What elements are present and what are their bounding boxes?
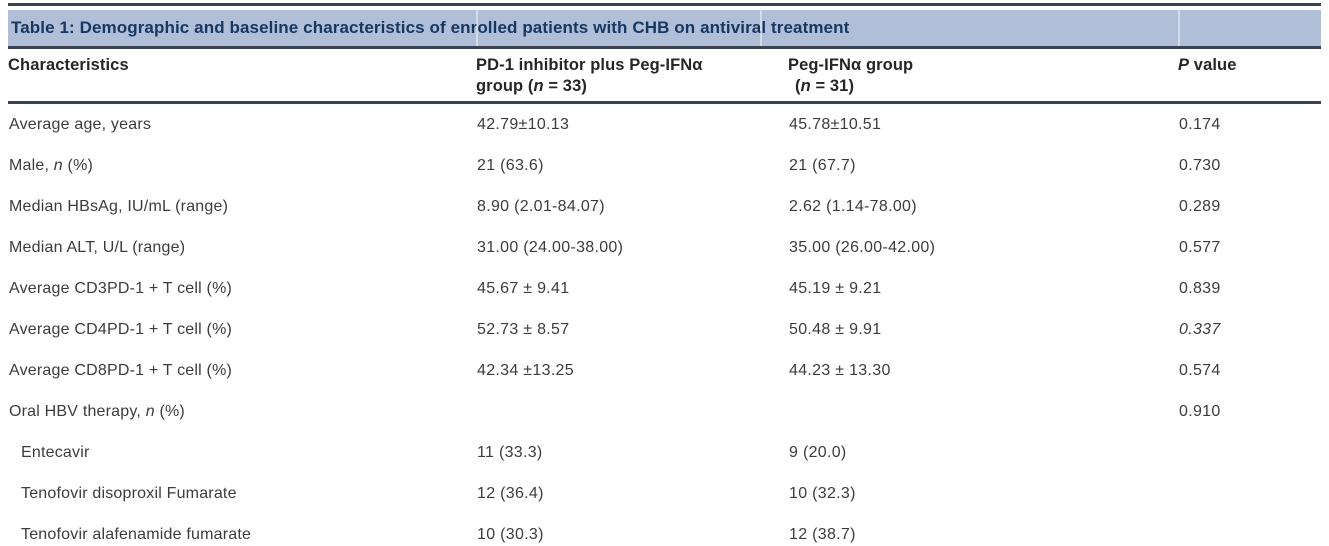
table-body: Average age, years 42.79±10.13 45.78±10.51… xyxy=(8,103,1321,546)
header-group2-line2: (n = 31) xyxy=(795,77,855,95)
row-value-p xyxy=(1178,432,1321,473)
column-seam xyxy=(1178,10,1180,46)
row-value-p: 0.574 xyxy=(1179,361,1221,379)
row-value-group1: 42.79±10.13 xyxy=(477,115,570,133)
row-label: Average CD3PD-1 + T cell (%) xyxy=(9,279,233,297)
row-value-group1: 10 (30.3) xyxy=(477,525,544,543)
row-label: Median ALT, U/L (range) xyxy=(9,238,186,256)
row-value-group2: 2.62 (1.14-78.00) xyxy=(789,197,917,215)
row-label: Average CD8PD-1 + T cell (%) xyxy=(9,361,233,379)
row-value-group2: 10 (32.3) xyxy=(789,484,856,502)
row-label: Entecavir xyxy=(21,443,90,461)
header-group1: PD-1 inhibitor plus Peg-IFNα group (n = … xyxy=(476,49,788,104)
title-bottom-rule xyxy=(8,46,1321,49)
column-seam xyxy=(476,10,478,46)
row-value-group2: 35.00 (26.00-42.00) xyxy=(789,238,936,256)
row-value-group2: 44.23 ± 13.30 xyxy=(789,361,891,379)
table-container: Table 1: Demographic and baseline charac… xyxy=(8,3,1321,546)
row-value-group1: 21 (63.6) xyxy=(477,156,544,174)
table-row: Median HBsAg, IU/mL (range) 8.90 (2.01-84… xyxy=(8,186,1321,227)
row-label: Male, n (%) xyxy=(9,156,94,174)
row-value-group1: 12 (36.4) xyxy=(477,484,544,502)
row-value-group1 xyxy=(476,391,788,432)
row-value-group2: 45.78±10.51 xyxy=(789,115,882,133)
row-value-group2: 12 (38.7) xyxy=(789,525,856,543)
row-value-group2 xyxy=(788,391,1178,432)
header-characteristics: Characteristics xyxy=(8,49,476,104)
row-value-p: 0.730 xyxy=(1179,156,1221,174)
table-row: Oral HBV therapy, n (%) 0.910 xyxy=(8,391,1321,432)
row-value-group1: 11 (33.3) xyxy=(477,443,543,461)
row-value-group1: 42.34 ±13.25 xyxy=(477,361,574,379)
table-row: Average CD8PD-1 + T cell (%) 42.34 ±13.25… xyxy=(8,350,1321,391)
characteristics-table: Characteristics PD-1 inhibitor plus Peg-… xyxy=(8,49,1321,546)
row-value-group2: 45.19 ± 9.21 xyxy=(789,279,882,297)
table-title-band: Table 1: Demographic and baseline charac… xyxy=(8,10,1321,46)
table-title: Table 1: Demographic and baseline charac… xyxy=(11,18,850,37)
row-value-group1: 45.67 ± 9.41 xyxy=(477,279,570,297)
header-group1-line1: PD-1 inhibitor plus Peg-IFNα xyxy=(476,56,703,74)
row-label: Median HBsAg, IU/mL (range) xyxy=(9,197,229,215)
row-value-group1: 52.73 ± 8.57 xyxy=(477,320,570,338)
table-row: Median ALT, U/L (range) 31.00 (24.00-38.0… xyxy=(8,227,1321,268)
row-value-p: 0.577 xyxy=(1179,238,1221,256)
row-label: Average CD4PD-1 + T cell (%) xyxy=(9,320,233,338)
table-row: Average age, years 42.79±10.13 45.78±10.51… xyxy=(8,103,1321,146)
row-value-group1: 31.00 (24.00-38.00) xyxy=(477,238,624,256)
row-value-p: 0.174 xyxy=(1179,115,1221,133)
row-label: Tenofovir alafenamide fumarate xyxy=(21,525,252,543)
row-value-p xyxy=(1178,473,1321,514)
table-row: Male, n (%) 21 (63.6) 21 (67.7) 0.730 xyxy=(8,145,1321,186)
row-label: Tenofovir disoproxil Fumarate xyxy=(21,484,237,502)
table-row: Average CD4PD-1 + T cell (%) 52.73 ± 8.57… xyxy=(8,309,1321,350)
table-row: Tenofovir alafenamide fumarate 10 (30.3) 1… xyxy=(8,514,1321,546)
table-row: Average CD3PD-1 + T cell (%) 45.67 ± 9.41… xyxy=(8,268,1321,309)
row-value-p xyxy=(1178,514,1321,546)
row-value-p: 0.910 xyxy=(1179,402,1221,420)
column-seam xyxy=(760,10,762,46)
table-row: Tenofovir disoproxil Fumarate 12 (36.4) 10… xyxy=(8,473,1321,514)
row-value-group2: 9 (20.0) xyxy=(789,443,847,461)
row-label: Average age, years xyxy=(9,115,152,133)
table-top-rule xyxy=(8,3,1321,6)
table-header-row: Characteristics PD-1 inhibitor plus Peg-… xyxy=(8,49,1321,104)
row-value-group2: 50.48 ± 9.91 xyxy=(789,320,882,338)
header-group2-line1: Peg-IFNα group xyxy=(788,56,914,74)
header-characteristics-label: Characteristics xyxy=(8,56,129,74)
row-value-p: 0.337 xyxy=(1179,320,1221,338)
row-value-group2: 21 (67.7) xyxy=(789,156,856,174)
row-value-p: 0.839 xyxy=(1179,279,1221,297)
header-group1-line2: group (n = 33) xyxy=(476,77,587,95)
header-group2: Peg-IFNα group (n = 31) xyxy=(788,49,1178,104)
header-p-value: P value xyxy=(1178,49,1321,104)
row-value-p: 0.289 xyxy=(1179,197,1221,215)
table-row: Entecavir 11 (33.3) 9 (20.0) xyxy=(8,432,1321,473)
row-value-group1: 8.90 (2.01-84.07) xyxy=(477,197,605,215)
row-label: Oral HBV therapy, n (%) xyxy=(9,402,185,420)
